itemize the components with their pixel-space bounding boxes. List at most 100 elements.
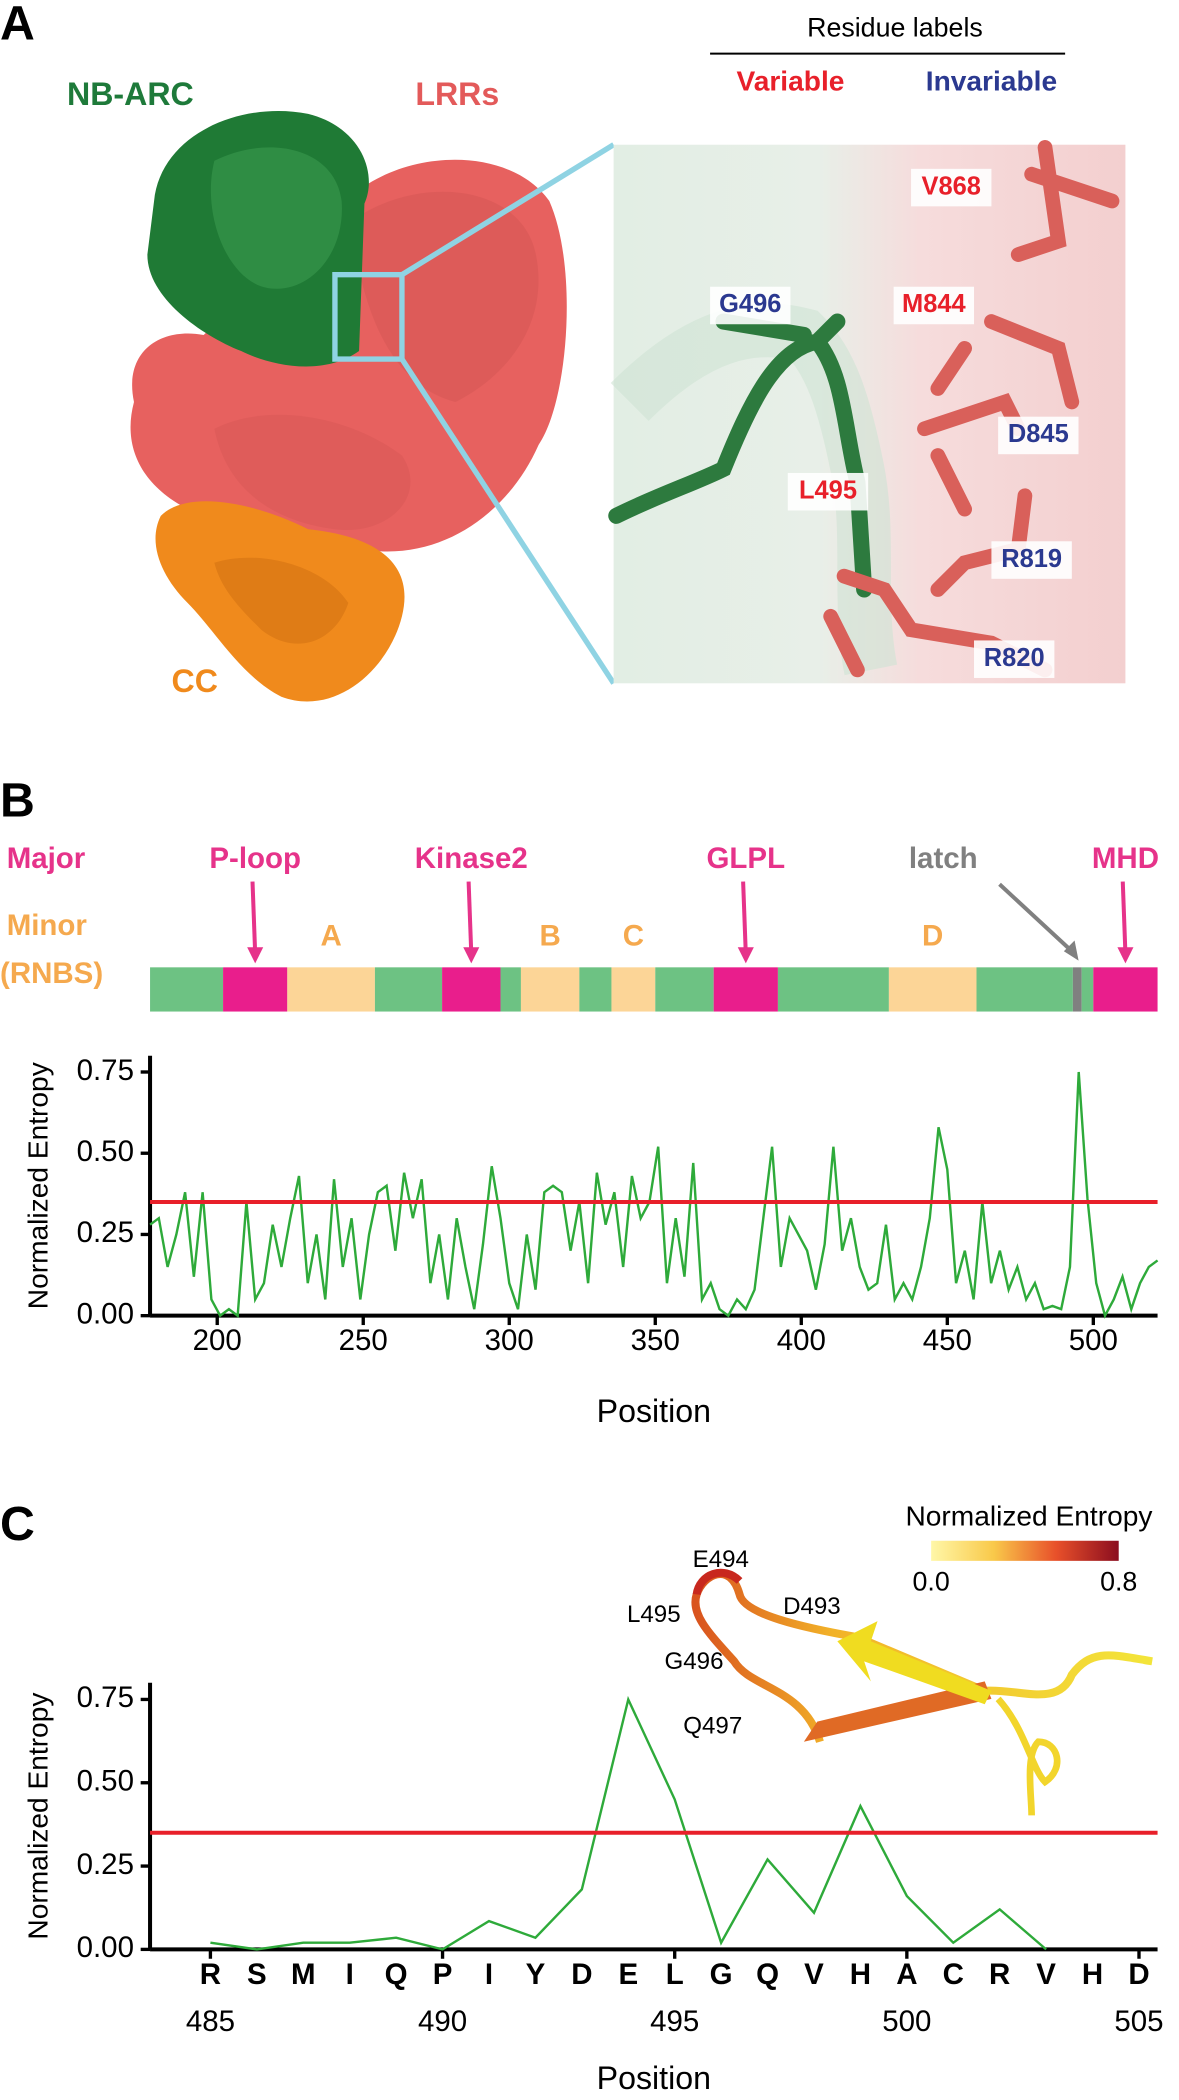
residue-letter: Q: [385, 1958, 408, 1991]
x-tick-label: 400: [777, 1324, 826, 1357]
residue-label: D845: [1008, 420, 1069, 448]
residue-letter: D: [571, 1958, 592, 1991]
zoom-panel: [608, 140, 1126, 684]
zoom-line: [400, 142, 616, 277]
domain-segment: [1072, 967, 1082, 1012]
arrow-head: [1063, 940, 1079, 961]
inset-ribbon: [691, 1568, 1153, 1816]
domain-segment: [520, 967, 580, 1012]
major-label: Major: [7, 842, 86, 875]
x-tick-label: 500: [1069, 1324, 1118, 1357]
x-tick-label: 485: [186, 2005, 235, 2038]
x-axis-title: Position: [597, 1393, 711, 1429]
y-tick-label: 0.75: [77, 1681, 134, 1714]
domain-label: NB-ARC: [67, 76, 194, 112]
residue-letter: I: [485, 1958, 493, 1991]
domain-label: P-loop: [209, 842, 301, 875]
x-tick-label: 300: [485, 1324, 534, 1357]
domain-label: CC: [171, 663, 217, 699]
minor-note: (RNBS): [0, 957, 103, 990]
domain-label: C: [623, 920, 644, 953]
domain-arrow: [1120, 881, 1128, 955]
minor-label: Minor: [7, 909, 88, 942]
inset-label: L495: [627, 1601, 681, 1628]
x-tick-label: 500: [882, 2005, 931, 2038]
domain-segment: [442, 967, 501, 1012]
residue-label: G496: [719, 290, 781, 318]
y-axis-title: Normalized Entropy: [23, 1693, 54, 1940]
domain-label: MHD: [1092, 842, 1159, 875]
domain-segment: [374, 967, 443, 1012]
residue-letter: D: [1128, 1958, 1149, 1991]
y-tick-label: 0.00: [77, 1297, 134, 1330]
label-box: [911, 168, 992, 207]
x-tick-label: 490: [418, 2005, 467, 2038]
y-tick-label: 0.50: [77, 1135, 134, 1168]
y-tick-label: 0.50: [77, 1765, 134, 1798]
inset-label: E494: [693, 1546, 749, 1573]
label-box: [974, 640, 1055, 678]
domain-segment: [655, 967, 714, 1012]
domain-segment: [611, 967, 656, 1012]
residue-label: M844: [902, 290, 966, 318]
y-tick-label: 0.25: [77, 1216, 134, 1249]
inset-label: Q497: [683, 1712, 742, 1739]
y-tick-label: 0.25: [77, 1848, 134, 1881]
residue-letter: Q: [756, 1958, 779, 1991]
residue-letter: E: [618, 1958, 638, 1991]
domain-label: B: [539, 920, 560, 953]
residue-letter: V: [804, 1958, 824, 1991]
domain-segment: [976, 967, 1073, 1012]
residue-letter: C: [943, 1958, 964, 1991]
inset-label: G496: [665, 1648, 724, 1675]
domain-segment: [777, 967, 889, 1012]
residue-letter: P: [433, 1958, 453, 1991]
domain-label: A: [320, 920, 341, 953]
charts: 0.00 0.25 0.50 0.75 200 250 300 350 400 450 500 Pos…: [23, 842, 1164, 2096]
colorbar: Normalized Entropy 0.0 0.8: [905, 1500, 1152, 1596]
entropy-line: [210, 1695, 1047, 1951]
residue-letter: R: [200, 1958, 221, 1991]
domain-segment: [1081, 967, 1094, 1012]
domain-arrow: [250, 881, 258, 955]
inset-label: D493: [783, 1593, 841, 1620]
x-tick-label: 450: [923, 1324, 972, 1357]
x-tick-label: 505: [1114, 2005, 1163, 2038]
zoom-box: [332, 271, 405, 362]
domain-arrow: [466, 881, 474, 955]
x-tick-label: 200: [193, 1324, 242, 1357]
legend-invariable: Invariable: [926, 66, 1057, 97]
y-tick-label: 0.00: [77, 1931, 134, 1964]
legend-variable: Variable: [737, 66, 845, 97]
residue-letter: V: [1036, 1958, 1056, 1991]
domain-segment: [888, 967, 977, 1012]
arrow-head: [463, 947, 480, 964]
y-tick-label: 0.75: [77, 1054, 134, 1087]
residue-letter: L: [666, 1958, 684, 1991]
label-box: [787, 472, 869, 511]
residue-letter: Y: [526, 1958, 546, 1991]
panel-letter: C: [0, 1497, 35, 1551]
residue-letter: M: [291, 1958, 316, 1991]
domain-segment: [287, 967, 375, 1012]
domain-arrow: [998, 882, 1074, 953]
colorbar-bar: [931, 1540, 1119, 1561]
residue-letter: H: [850, 1958, 871, 1991]
domain-segment: [579, 967, 612, 1012]
x-tick-label: 250: [339, 1324, 388, 1357]
domain-segment: [223, 967, 288, 1012]
domain-label: LRRs: [415, 76, 499, 112]
residue-letter: G: [710, 1958, 733, 1991]
arrow-head: [1117, 947, 1134, 964]
domain-label: GLPL: [707, 842, 786, 875]
residue-label: R820: [984, 644, 1045, 672]
arrow-head: [247, 947, 264, 964]
colorbar-tick-label: 0.8: [1100, 1567, 1137, 1597]
panel-letter: A: [0, 0, 35, 51]
label-box: [893, 286, 975, 325]
zoom-line: [399, 357, 616, 685]
x-tick-label: 350: [631, 1324, 680, 1357]
residue-letter: A: [896, 1958, 917, 1991]
